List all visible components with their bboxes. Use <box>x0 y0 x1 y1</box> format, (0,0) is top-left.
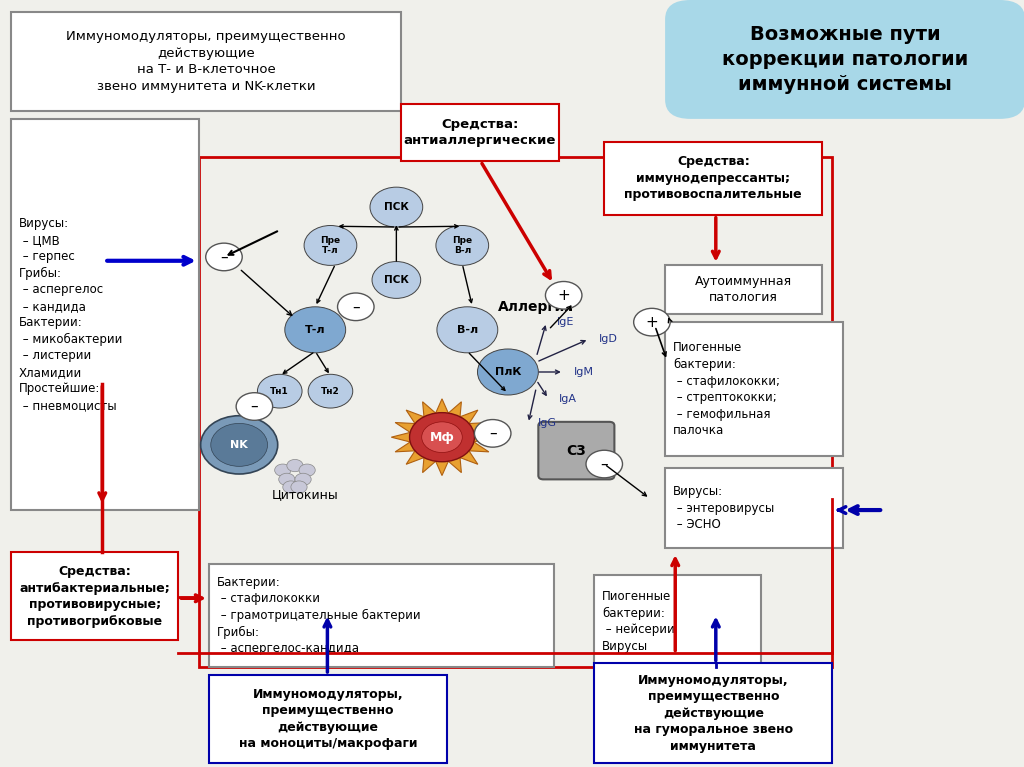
Text: Тн2: Тн2 <box>322 387 340 396</box>
Text: Иммуномодуляторы, преимущественно
действующие
на Т- и В-клеточное
звено иммуните: Иммуномодуляторы, преимущественно действ… <box>67 30 346 93</box>
Bar <box>209 564 554 667</box>
Text: Тн1: Тн1 <box>270 387 289 396</box>
Text: Пре
Т-л: Пре Т-л <box>321 235 341 255</box>
Text: +: + <box>645 314 658 330</box>
Text: Иммуномодуляторы,
преимущественно
действующие
на гуморальное звено
иммунитета: Иммуномодуляторы, преимущественно действ… <box>634 674 793 752</box>
Circle shape <box>291 481 307 493</box>
Text: –: – <box>352 299 359 314</box>
Circle shape <box>372 262 421 298</box>
Circle shape <box>546 281 582 309</box>
Text: Средства:
антибактериальные;
противовирусные;
противогрибковые: Средства: антибактериальные; противовиру… <box>19 565 170 627</box>
Circle shape <box>299 464 315 476</box>
Text: Возможные пути
коррекции патологии
иммунной системы: Возможные пути коррекции патологии иммун… <box>722 25 969 94</box>
Circle shape <box>338 293 374 321</box>
Polygon shape <box>391 399 493 476</box>
Text: Пиогенные
бактерии:
 – нейсерии
Вирусы: Пиогенные бактерии: – нейсерии Вирусы <box>602 590 675 653</box>
Circle shape <box>237 393 272 420</box>
Bar <box>666 468 843 548</box>
Bar <box>11 119 199 510</box>
Circle shape <box>274 464 291 476</box>
Text: В-л: В-л <box>457 324 478 335</box>
Circle shape <box>257 374 302 408</box>
FancyBboxPatch shape <box>539 422 614 479</box>
Text: ПСК: ПСК <box>384 275 409 285</box>
Text: Пре
В-л: Пре В-л <box>453 235 472 255</box>
Text: IgM: IgM <box>573 367 594 377</box>
Text: –: – <box>220 249 227 265</box>
Bar <box>604 142 822 215</box>
Circle shape <box>437 307 498 353</box>
Circle shape <box>295 473 311 486</box>
Circle shape <box>422 422 462 453</box>
Circle shape <box>436 225 488 265</box>
Circle shape <box>586 450 623 478</box>
Text: С3: С3 <box>566 444 587 458</box>
Circle shape <box>477 349 539 395</box>
Circle shape <box>634 308 670 336</box>
Text: IgD: IgD <box>599 334 618 344</box>
Circle shape <box>308 374 352 408</box>
Bar <box>11 12 401 111</box>
Circle shape <box>279 473 295 486</box>
Text: Аутоиммунная
патология: Аутоиммунная патология <box>695 275 793 304</box>
Bar <box>11 552 178 640</box>
Text: IgE: IgE <box>557 317 574 328</box>
Text: ПлК: ПлК <box>495 367 521 377</box>
Circle shape <box>287 459 303 472</box>
Text: –: – <box>488 426 497 441</box>
Text: NK: NK <box>230 439 248 450</box>
Text: Вирусы:
 – ЦМВ
 – герпес
Грибы:
 – аспергелос
 – кандида
Бактерии:
 – микобактер: Вирусы: – ЦМВ – герпес Грибы: – аспергел… <box>19 217 123 412</box>
Circle shape <box>211 423 267 466</box>
Text: Вирусы:
 – энтеровирусы
 – ЭСНО: Вирусы: – энтеровирусы – ЭСНО <box>673 486 774 531</box>
Text: Средства:
антиаллергические: Средства: антиаллергические <box>403 117 556 147</box>
Bar <box>401 104 559 161</box>
Circle shape <box>304 225 356 265</box>
Bar <box>594 663 833 763</box>
Text: +: + <box>557 288 570 303</box>
FancyBboxPatch shape <box>666 0 1024 119</box>
Text: IgG: IgG <box>539 418 557 429</box>
Bar <box>594 575 762 667</box>
Text: Мф: Мф <box>429 431 455 443</box>
Text: Аллергия: Аллергия <box>498 300 573 314</box>
Text: Бактерии:
 – стафилококки
 – грамотрицательные бактерии
Грибы:
 – аспергелос-кан: Бактерии: – стафилококки – грамотрицател… <box>217 576 421 655</box>
Bar <box>666 322 843 456</box>
Bar <box>666 265 822 314</box>
Circle shape <box>206 243 243 271</box>
Bar <box>209 675 447 763</box>
Text: Пиогенные
бактерии:
 – стафилококки;
 – стрептококки;
 – гемофильная
палочка: Пиогенные бактерии: – стафилококки; – ст… <box>673 341 780 437</box>
Circle shape <box>410 413 474 462</box>
Text: Средства:
иммунодепрессанты;
противовоспалительные: Средства: иммунодепрессанты; противовосп… <box>625 156 802 201</box>
Text: –: – <box>251 399 258 414</box>
Text: Цитокины: Цитокины <box>271 489 339 501</box>
Circle shape <box>285 307 346 353</box>
Text: ПСК: ПСК <box>384 202 409 212</box>
Circle shape <box>283 481 299 493</box>
Bar <box>199 157 833 667</box>
Text: Т-л: Т-л <box>305 324 326 335</box>
Text: Иммуномодуляторы,
преимущественно
действующие
на моноциты/макрофаги: Иммуномодуляторы, преимущественно действ… <box>239 688 417 750</box>
Circle shape <box>474 420 511 447</box>
Text: IgA: IgA <box>559 393 577 404</box>
Circle shape <box>370 187 423 227</box>
Circle shape <box>201 416 278 474</box>
Text: –: – <box>600 456 608 472</box>
